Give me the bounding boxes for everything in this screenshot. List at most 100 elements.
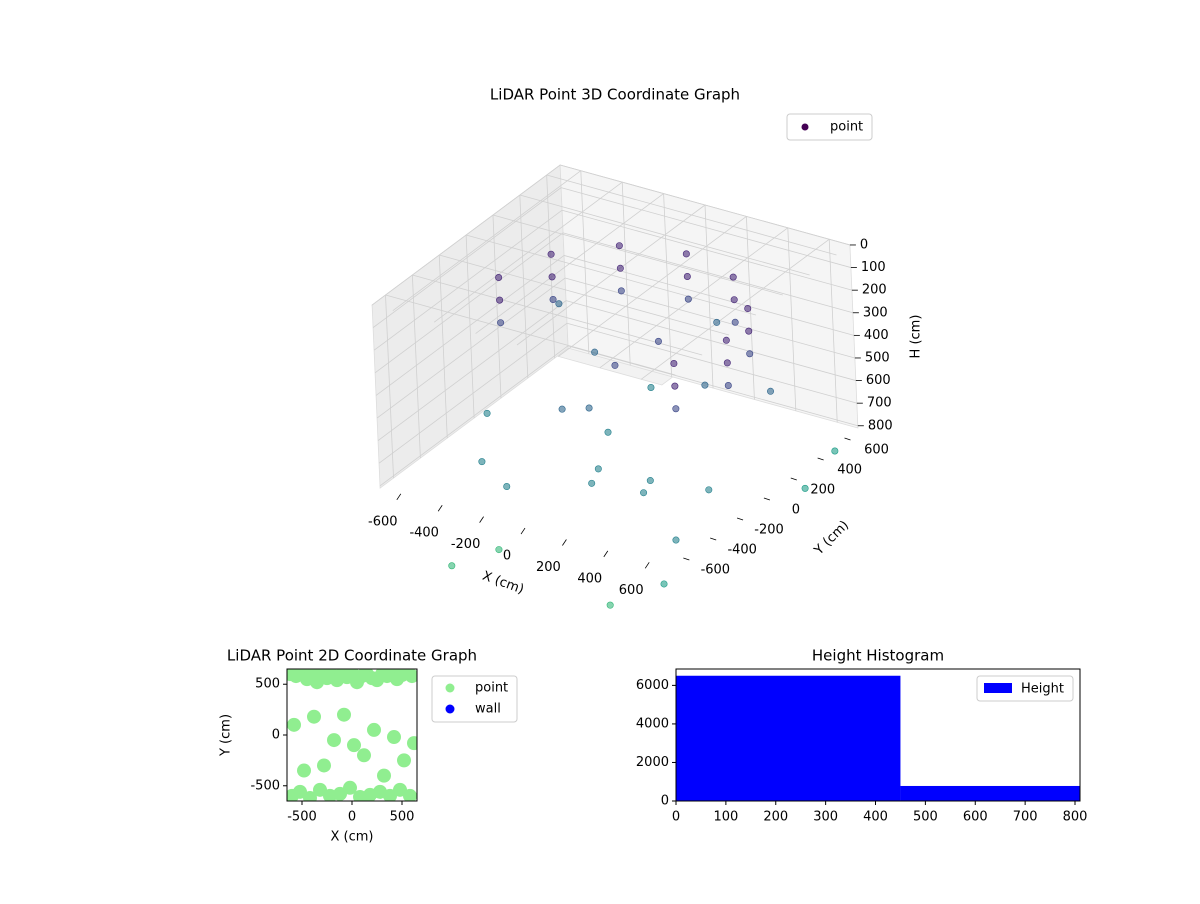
point bbox=[496, 296, 504, 304]
tick-mark bbox=[644, 562, 650, 569]
point bbox=[723, 359, 731, 367]
points-2d bbox=[287, 669, 417, 801]
point bbox=[483, 409, 491, 417]
point bbox=[555, 300, 563, 308]
z-tick-label: 500 bbox=[865, 350, 890, 365]
grid-line bbox=[385, 295, 394, 479]
x-axis-label: X (cm) bbox=[480, 569, 526, 598]
grid-line bbox=[378, 322, 568, 464]
grid-line bbox=[379, 345, 569, 487]
point bbox=[670, 360, 678, 368]
point bbox=[287, 717, 301, 732]
bar bbox=[900, 785, 1080, 801]
point bbox=[397, 753, 411, 768]
point bbox=[646, 477, 654, 485]
point bbox=[731, 318, 739, 326]
z-axis-label: H (cm) bbox=[908, 315, 923, 359]
y-tick-label: 0 bbox=[792, 503, 800, 518]
tick-mark bbox=[763, 497, 771, 501]
tick-mark bbox=[479, 516, 484, 523]
tick-mark bbox=[710, 537, 717, 541]
y-tick-label: 200 bbox=[810, 483, 835, 498]
grid-line bbox=[385, 294, 676, 376]
x-tick-label: 300 bbox=[813, 810, 838, 825]
point bbox=[671, 382, 679, 390]
point bbox=[377, 768, 391, 783]
legend-marker bbox=[801, 123, 809, 131]
x-tick-label: -600 bbox=[368, 514, 398, 529]
point bbox=[617, 287, 625, 295]
point bbox=[615, 242, 623, 250]
point bbox=[683, 272, 691, 280]
y-tick-label: 400 bbox=[837, 463, 862, 478]
x-tick-label: 600 bbox=[963, 810, 988, 825]
legend-marker bbox=[445, 704, 455, 714]
point bbox=[307, 709, 321, 724]
grid-line bbox=[373, 209, 563, 351]
point bbox=[303, 790, 317, 801]
point bbox=[591, 348, 599, 356]
legend-label: wall bbox=[475, 702, 501, 717]
grid-line bbox=[371, 164, 561, 306]
y-tick-label: 4000 bbox=[636, 716, 669, 731]
y-tick-label: 500 bbox=[255, 677, 280, 692]
point bbox=[611, 361, 619, 369]
legend-box bbox=[976, 675, 1074, 702]
point bbox=[585, 404, 593, 412]
chart-title: LiDAR Point 3D Coordinate Graph bbox=[490, 86, 740, 104]
x-tick-label: 0 bbox=[672, 810, 680, 825]
x-tick-label: 200 bbox=[763, 810, 788, 825]
x-tick-label: 400 bbox=[863, 810, 888, 825]
point bbox=[343, 780, 357, 795]
point bbox=[744, 305, 752, 313]
y-tick-label: 0 bbox=[661, 794, 669, 809]
point bbox=[497, 319, 505, 327]
y-tick-label: 0 bbox=[272, 728, 280, 743]
tick-mark bbox=[396, 493, 402, 501]
z-tick-label: 700 bbox=[867, 396, 892, 411]
point bbox=[558, 405, 566, 413]
grid-line bbox=[377, 300, 567, 441]
point bbox=[337, 707, 351, 722]
grid-line bbox=[519, 195, 529, 379]
point bbox=[606, 601, 614, 609]
y-tick-label: -400 bbox=[727, 543, 757, 558]
point bbox=[405, 669, 417, 684]
point bbox=[548, 273, 556, 281]
grid-line bbox=[465, 235, 475, 419]
y-tick-label: -600 bbox=[701, 563, 731, 578]
grid-line bbox=[492, 214, 783, 296]
x-tick-label: 0 bbox=[503, 549, 511, 564]
point bbox=[547, 250, 555, 258]
tick-mark bbox=[437, 504, 443, 512]
grid-line bbox=[560, 187, 852, 268]
grid-line bbox=[412, 274, 703, 356]
x-tick-label: 700 bbox=[1013, 810, 1038, 825]
grid-line bbox=[828, 239, 838, 423]
point bbox=[403, 788, 417, 801]
grid-line bbox=[376, 277, 566, 419]
point bbox=[347, 738, 361, 753]
grid-line bbox=[563, 255, 854, 336]
point bbox=[724, 382, 732, 390]
x-tick-label: 400 bbox=[577, 571, 602, 586]
point bbox=[701, 381, 709, 389]
point bbox=[660, 580, 668, 588]
x-tick-label: 500 bbox=[390, 810, 415, 825]
point bbox=[495, 546, 503, 554]
grid-line bbox=[438, 255, 448, 439]
point bbox=[746, 350, 754, 358]
grid-line bbox=[375, 255, 565, 396]
grid-line bbox=[566, 322, 857, 404]
grid-line bbox=[787, 227, 797, 411]
y-tick-label: -200 bbox=[754, 523, 784, 538]
point bbox=[831, 447, 839, 455]
grid-line bbox=[374, 232, 564, 374]
point bbox=[640, 489, 648, 497]
tick-mark bbox=[520, 527, 526, 535]
point bbox=[357, 748, 371, 763]
point bbox=[317, 758, 331, 773]
point bbox=[367, 722, 381, 737]
point bbox=[387, 730, 401, 745]
